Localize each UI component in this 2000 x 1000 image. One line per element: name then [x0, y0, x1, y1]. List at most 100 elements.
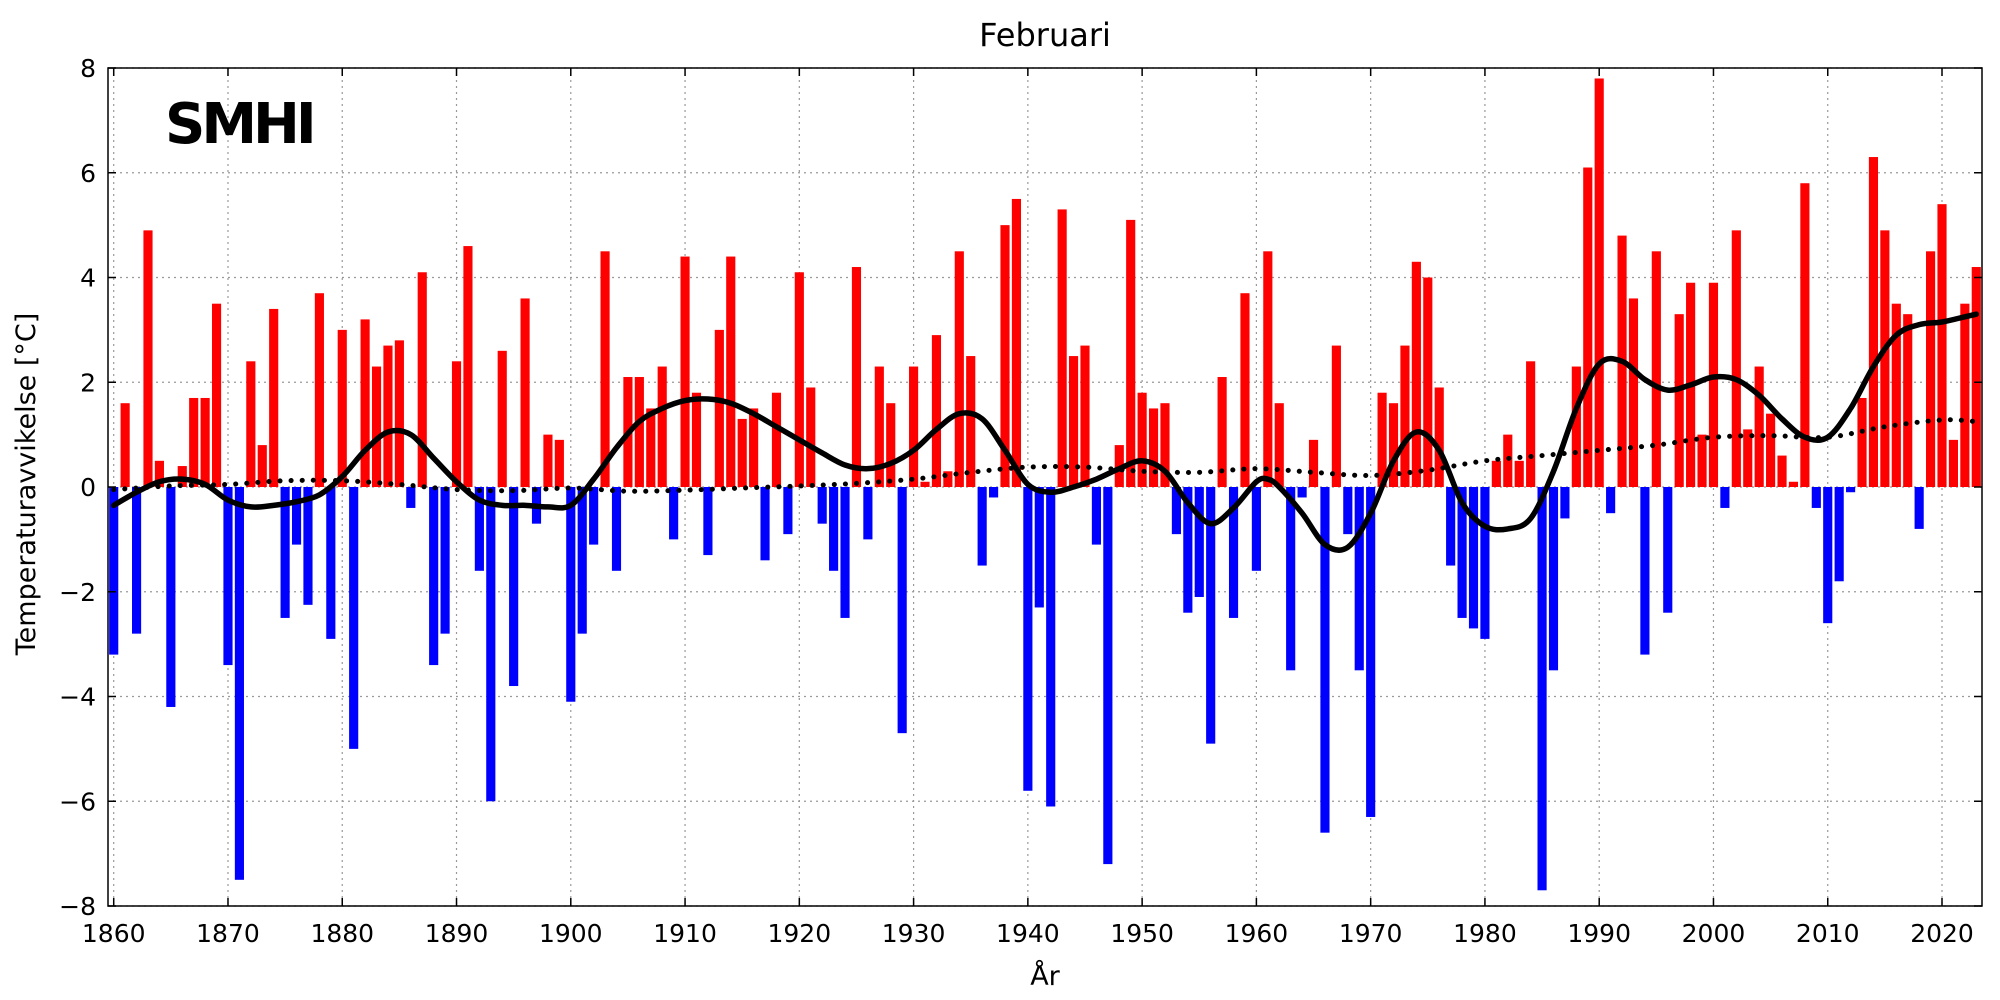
bar-1949	[1126, 219, 1136, 487]
y-tick-label: −8	[59, 892, 96, 921]
bar-1938	[1000, 225, 1010, 487]
bar-1961	[1263, 251, 1273, 487]
bar-2012	[1846, 487, 1856, 493]
bar-1894	[497, 350, 507, 487]
bar-1928	[886, 403, 896, 487]
bar-1956	[1206, 487, 1216, 744]
bar-1892	[474, 487, 484, 571]
bar-1962	[1274, 403, 1284, 487]
x-tick-label: 1970	[1339, 919, 1403, 948]
bar-1934	[954, 251, 964, 487]
bar-1958	[1228, 487, 1239, 618]
bar-1885	[394, 340, 404, 487]
bar-1942	[1046, 487, 1056, 807]
bar-1929	[897, 487, 907, 734]
bar-1891	[463, 246, 473, 487]
bar-1883	[371, 366, 382, 487]
bar-1980	[1480, 487, 1490, 639]
bar-1939	[1011, 198, 1022, 487]
bar-2000	[1708, 282, 1719, 487]
x-tick-label: 1940	[996, 919, 1060, 948]
bar-1953	[1171, 487, 1181, 535]
bar-2020	[1937, 204, 1947, 488]
y-tick-label: 4	[80, 264, 96, 293]
x-tick-label: 1870	[196, 919, 260, 948]
bar-1941	[1034, 487, 1044, 608]
bar-2011	[1834, 487, 1844, 582]
bar-2019	[1926, 251, 1936, 487]
bar-1874	[269, 308, 279, 487]
x-axis-ticks: 1860 1870 1880 1890 1900 1910 1920 1930 1940 1950…	[82, 68, 1974, 948]
bar-2008	[1800, 183, 1810, 487]
bar-2022	[1960, 303, 1970, 487]
bar-1972	[1388, 403, 1399, 487]
bar-1919	[783, 487, 793, 535]
bar-1927	[874, 366, 884, 487]
bar-1971	[1377, 392, 1387, 487]
bar-1940	[1023, 487, 1033, 791]
bar-1982	[1503, 434, 1513, 487]
bar-1881	[349, 487, 359, 749]
x-tick-label: 2010	[1796, 919, 1860, 948]
bar-1943	[1057, 209, 1067, 487]
bar-1995	[1651, 251, 1661, 487]
bar-1880	[337, 329, 347, 487]
x-tick-label: 1910	[653, 919, 717, 948]
bar-1913	[714, 329, 724, 487]
bar-1870	[223, 487, 233, 666]
bar-1978	[1457, 487, 1467, 618]
bar-2010	[1823, 487, 1833, 624]
bar-1916	[749, 408, 759, 487]
bar-1985	[1537, 487, 1547, 891]
bar-1977	[1446, 487, 1456, 566]
bar-1965	[1308, 439, 1319, 487]
bar-1979	[1468, 487, 1479, 629]
bar-1936	[977, 487, 987, 566]
y-tick-label: −6	[59, 787, 96, 816]
bar-1911	[691, 392, 702, 487]
bar-1926	[863, 487, 873, 540]
bar-1907	[646, 408, 656, 487]
bar-1906	[634, 377, 644, 487]
bar-1912	[703, 487, 713, 556]
bar-1900	[566, 487, 576, 702]
bar-1987	[1560, 487, 1570, 519]
bar-2004	[1754, 366, 1764, 487]
bar-2017	[1903, 314, 1913, 487]
bar-1888	[429, 487, 439, 666]
bar-1951	[1148, 408, 1159, 487]
bar-1873	[257, 445, 267, 487]
bar-1887	[417, 272, 427, 487]
x-tick-label: 1980	[1453, 919, 1517, 948]
bar-1899	[554, 439, 564, 487]
bar-1872	[246, 361, 256, 487]
bar-2015	[1880, 230, 1890, 488]
bar-2018	[1914, 487, 1924, 529]
x-tick-label: 1860	[82, 919, 146, 948]
bar-1999	[1697, 434, 1707, 487]
y-tick-label: 2	[80, 368, 96, 397]
x-tick-label: 1960	[1225, 919, 1289, 948]
bar-1969	[1354, 487, 1364, 671]
y-axis-ticks: −8 −6 −4 −2 0 2 4 6 8	[59, 54, 1982, 921]
bar-1909	[669, 487, 679, 540]
bar-1868	[200, 397, 210, 487]
x-tick-label: 1930	[882, 919, 946, 948]
chart-title: Februari	[979, 16, 1111, 54]
bar-1920	[794, 272, 804, 487]
bar-1895	[509, 487, 519, 687]
x-tick-label: 1900	[539, 919, 603, 948]
bar-1922	[817, 487, 827, 524]
bar-1988	[1571, 366, 1581, 487]
bar-1884	[383, 345, 393, 487]
bar-1879	[326, 487, 336, 639]
bar-2007	[1788, 481, 1799, 487]
bar-1902	[589, 487, 599, 545]
bar-1963	[1286, 487, 1296, 671]
bar-1889	[440, 487, 450, 634]
bar-1984	[1526, 361, 1536, 487]
bar-1862	[131, 487, 142, 634]
bar-1945	[1080, 345, 1090, 487]
x-tick-label: 1990	[1567, 919, 1631, 948]
y-tick-label: −4	[59, 683, 96, 712]
